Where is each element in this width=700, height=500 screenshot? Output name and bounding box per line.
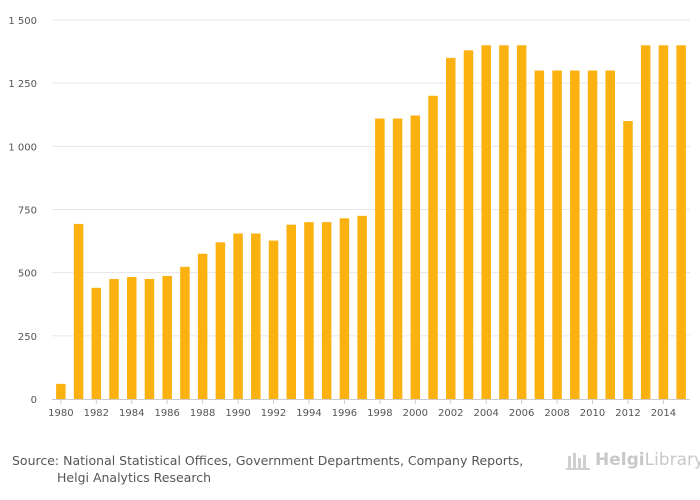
bar-1984	[127, 276, 137, 399]
bar-1987	[180, 266, 190, 399]
x-tick-label: 2002	[438, 408, 463, 419]
bar-2015	[676, 45, 686, 400]
x-tick-label: 1992	[261, 408, 286, 419]
bar-2009	[570, 70, 580, 399]
x-tick-label: 1982	[84, 408, 109, 419]
bars	[56, 45, 686, 400]
y-tick-label: 1 250	[8, 79, 37, 90]
bar-2003	[463, 50, 474, 399]
bar-2006	[516, 45, 527, 400]
bar-1999	[392, 118, 403, 399]
y-tick-label: 0	[31, 395, 37, 406]
bar-1995	[321, 222, 332, 399]
bar-1985	[144, 278, 155, 399]
y-tick-label: 500	[18, 269, 37, 280]
bar-1997	[357, 215, 367, 399]
y-tick-label: 750	[18, 206, 37, 217]
x-axis-labels: 1980 1982 1984 1986 1988 1990 1992 1994 1996 1998…	[48, 399, 676, 419]
bar-1988	[197, 253, 208, 399]
bar-1998	[375, 118, 385, 399]
bar-1986	[162, 275, 172, 399]
bar-1980	[56, 383, 66, 399]
x-tick-label: 1984	[119, 408, 144, 419]
x-tick-label: 2012	[615, 408, 640, 419]
x-tick-label: 1998	[367, 408, 392, 419]
y-tick-label: 250	[18, 332, 37, 343]
x-tick-label: 1996	[332, 408, 357, 419]
y-tick-label: 1 500	[8, 16, 37, 27]
bar-2010	[587, 70, 598, 399]
bar-2013	[640, 45, 651, 400]
library-icon	[566, 453, 590, 470]
x-tick-label: 2004	[473, 408, 498, 419]
x-tick-label: 2000	[403, 408, 428, 419]
bar-1990	[233, 233, 243, 399]
y-axis-labels: 0 250 500 750 1 000 1 250 1 500	[8, 16, 37, 406]
source-line-2: Helgi Analytics Research	[57, 470, 212, 485]
x-tick-label: 2006	[509, 408, 534, 419]
x-tick-label: 1990	[225, 408, 250, 419]
x-tick-label: 1986	[154, 408, 179, 419]
bar-1989	[215, 242, 226, 399]
x-tick-label: 2014	[651, 408, 676, 419]
x-tick-label: 2010	[580, 408, 605, 419]
x-tick-label: 1988	[190, 408, 215, 419]
bar-1982	[91, 287, 102, 399]
bar-1983	[109, 278, 119, 399]
bar-1994	[304, 222, 314, 399]
bar-2008	[552, 70, 562, 399]
bar-2007	[534, 70, 545, 399]
bar-2014	[658, 45, 669, 400]
bar-2004	[481, 45, 491, 400]
bar-1992	[268, 240, 279, 399]
logo-text-helgi: Helgi	[595, 450, 645, 470]
logo-text-library: Library	[644, 450, 700, 470]
bar-2012	[623, 121, 633, 399]
bar-1991	[251, 233, 261, 399]
grid-lines	[52, 19, 690, 337]
helgi-library-logo: HelgiLibrary	[566, 448, 700, 472]
x-tick-label: 2008	[544, 408, 569, 419]
bar-1981	[73, 223, 84, 399]
x-tick-label: 1994	[296, 408, 321, 419]
source-line-1: Source: National Statistical Offices, Go…	[12, 453, 524, 468]
x-tick-label: 1980	[48, 408, 73, 419]
y-tick-label: 1 000	[8, 142, 37, 153]
bar-2000	[410, 115, 421, 399]
bar-2002	[446, 57, 456, 400]
bar-2001	[428, 95, 438, 400]
bar-1993	[286, 224, 296, 399]
source-note: Source: National Statistical Offices, Go…	[12, 452, 552, 486]
bar-1996	[339, 218, 350, 399]
bar-2011	[605, 70, 615, 399]
bar-2005	[499, 45, 509, 400]
